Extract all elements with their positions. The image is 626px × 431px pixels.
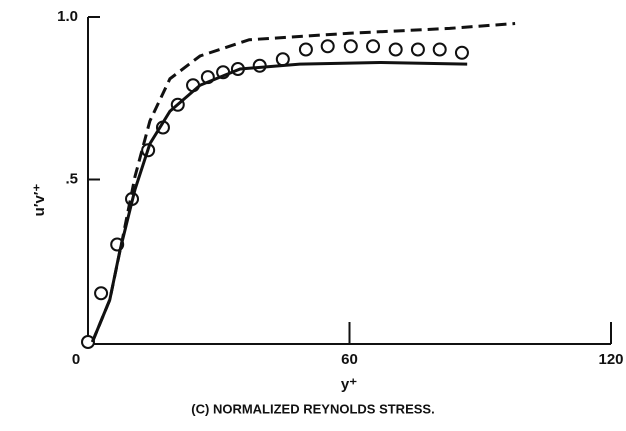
- y-axis-label: u′v′⁺: [31, 184, 48, 217]
- x-tick-label: 0: [72, 351, 80, 368]
- x-axis-label: y⁺: [341, 376, 357, 393]
- data-point: [298, 42, 313, 57]
- data-point: [81, 335, 95, 349]
- y-tick-label: .5: [65, 170, 78, 187]
- data-point: [343, 39, 358, 54]
- curve: [90, 60, 468, 343]
- data-point: [320, 39, 335, 54]
- data-point: [366, 39, 381, 54]
- data-point: [275, 52, 290, 67]
- curve: [90, 22, 516, 343]
- x-tick-label: 120: [598, 351, 623, 368]
- data-point: [94, 286, 109, 301]
- data-point: [454, 45, 469, 60]
- data-point: [388, 42, 403, 57]
- data-point: [410, 42, 425, 57]
- x-tick-label: 60: [341, 351, 358, 368]
- data-point: [432, 42, 447, 57]
- y-tick-label: 1.0: [57, 8, 78, 25]
- caption: (C) NORMALIZED REYNOLDS STRESS.: [191, 401, 434, 416]
